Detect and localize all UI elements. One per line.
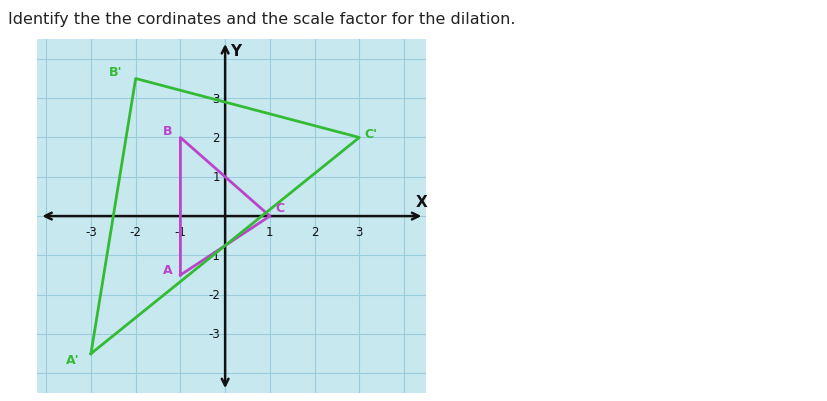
Text: -1: -1	[208, 249, 219, 262]
Text: A: A	[162, 263, 172, 276]
Text: 3: 3	[356, 225, 362, 238]
Text: B': B'	[108, 65, 122, 78]
Text: X: X	[416, 194, 428, 209]
Text: C: C	[275, 202, 284, 215]
Text: 1: 1	[212, 171, 219, 184]
Text: Y: Y	[230, 44, 241, 59]
Text: -3: -3	[208, 328, 219, 341]
Text: Identify the the cordinates and the scale factor for the dilation.: Identify the the cordinates and the scal…	[8, 12, 515, 27]
Text: 1: 1	[265, 225, 273, 238]
Text: C': C'	[364, 128, 377, 141]
Text: -2: -2	[208, 288, 219, 302]
Text: 2: 2	[310, 225, 318, 238]
Text: -2: -2	[130, 225, 141, 238]
Text: 3: 3	[213, 92, 219, 105]
Text: A': A'	[66, 354, 80, 367]
Text: 2: 2	[212, 132, 219, 145]
Text: -1: -1	[174, 225, 186, 238]
Text: -3: -3	[85, 225, 97, 238]
Text: B: B	[162, 124, 172, 137]
